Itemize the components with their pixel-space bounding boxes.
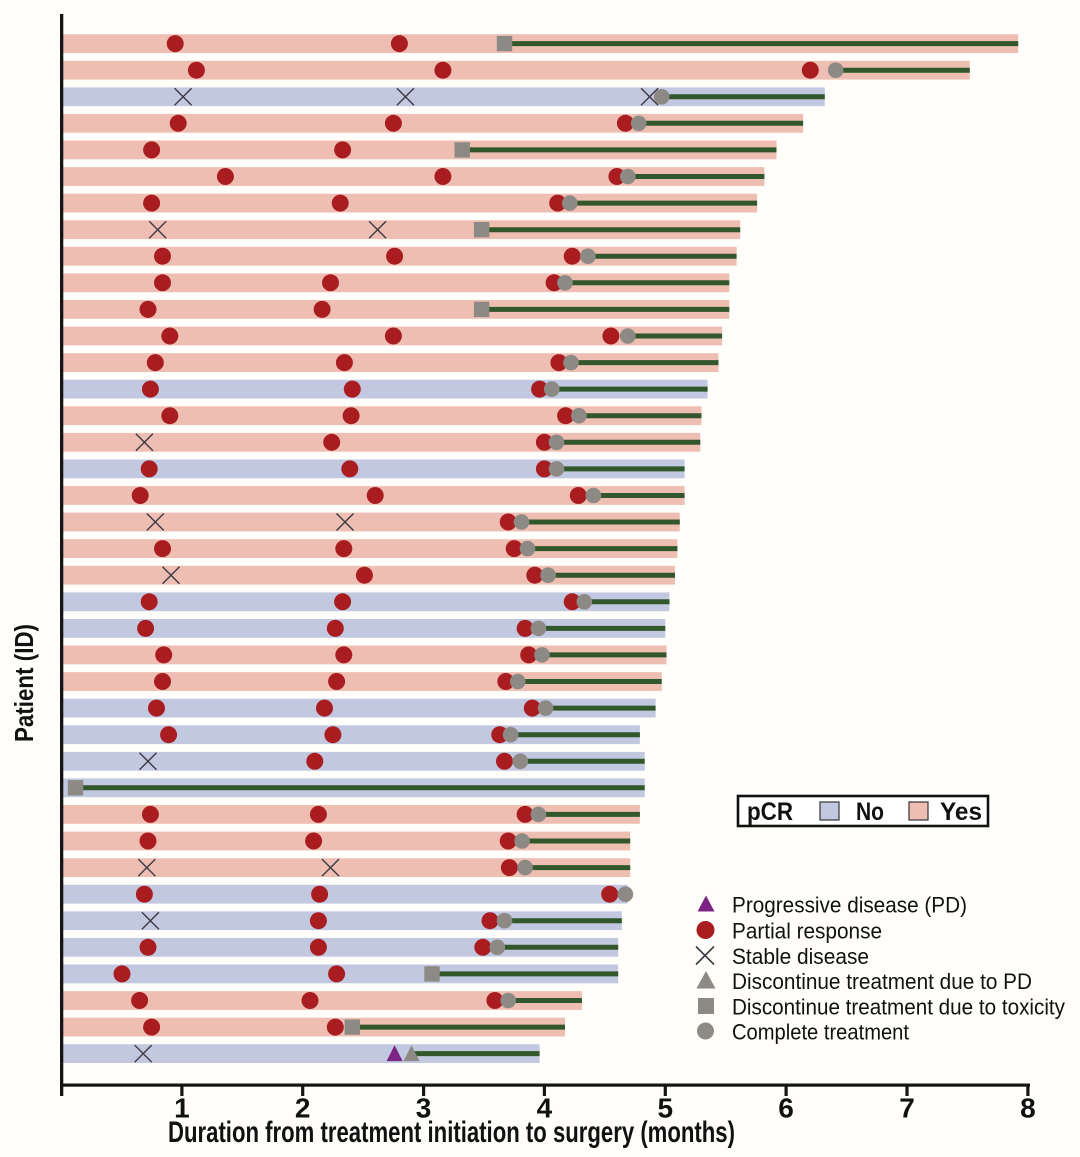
svg-text:Yes: Yes xyxy=(940,798,982,826)
svg-text:Duration from treatment initia: Duration from treatment initiation to su… xyxy=(168,1116,735,1149)
svg-text:No: No xyxy=(856,798,884,826)
svg-text:Partial response: Partial response xyxy=(732,919,882,944)
svg-text:1: 1 xyxy=(174,1093,190,1124)
svg-text:3: 3 xyxy=(416,1093,432,1124)
svg-text:Patient (ID): Patient (ID) xyxy=(9,624,39,742)
svg-text:Discontinue treatment due to t: Discontinue treatment due to toxicity xyxy=(732,995,1065,1020)
svg-text:4: 4 xyxy=(537,1093,553,1124)
svg-text:Discontinue treatment due to P: Discontinue treatment due to PD xyxy=(732,969,1032,994)
svg-text:Complete treatment: Complete treatment xyxy=(732,1020,909,1045)
svg-text:Progressive disease (PD): Progressive disease (PD) xyxy=(732,893,967,918)
svg-text:8: 8 xyxy=(1020,1093,1036,1124)
svg-text:Stable disease: Stable disease xyxy=(732,944,869,969)
svg-text:6: 6 xyxy=(778,1093,794,1124)
svg-text:2: 2 xyxy=(295,1093,311,1124)
svg-text:pCR: pCR xyxy=(747,798,793,826)
svg-text:7: 7 xyxy=(899,1093,915,1124)
svg-text:5: 5 xyxy=(658,1093,674,1124)
